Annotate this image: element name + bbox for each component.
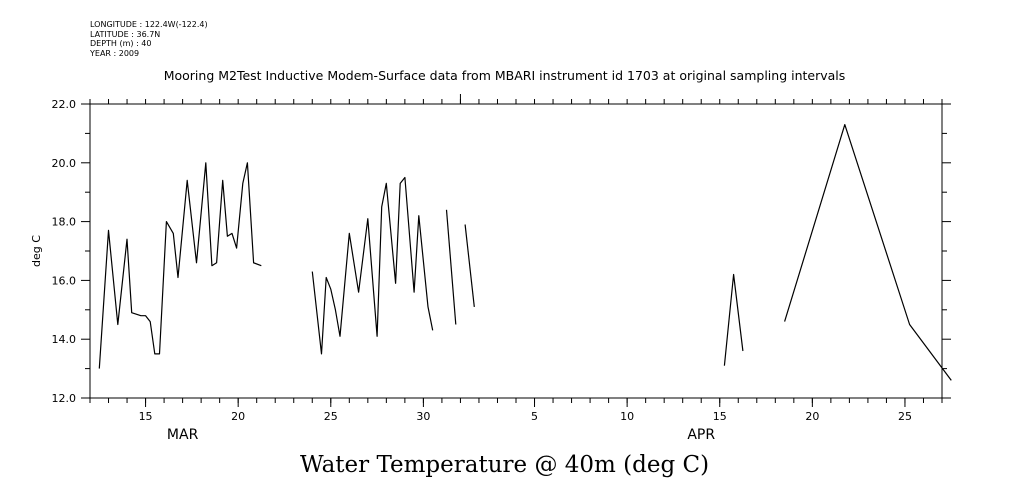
y-tick-label: 18.0	[52, 216, 77, 229]
y-tick-label: 16.0	[52, 274, 77, 287]
series-line-segment	[464, 224, 475, 307]
y-tick-label: 22.0	[52, 98, 77, 111]
x-tick-label: 30	[416, 410, 430, 423]
x-tick-label: 25	[898, 410, 912, 423]
x-month-label: MAR	[167, 427, 199, 443]
location-metadata: LONGITUDE : 122.4W(-122.4) LATITUDE : 36…	[90, 20, 208, 58]
series-line-segment	[311, 176, 434, 355]
x-tick-label: 20	[805, 410, 819, 423]
chart-series	[98, 123, 952, 381]
x-tick-label: 10	[620, 410, 634, 423]
series-line-segment	[98, 162, 262, 369]
series-line-segment	[723, 273, 744, 366]
chart-title: Mooring M2Test Inductive Modem-Surface d…	[163, 68, 846, 83]
depth-label: DEPTH (m) : 40	[90, 39, 152, 49]
series-line-segment	[445, 209, 457, 325]
series-line-segment	[784, 123, 952, 381]
latitude-label: LATITUDE : 36.7N	[90, 29, 161, 39]
chart-footer-title: Water Temperature @ 40m (deg C)	[299, 452, 710, 478]
y-axis-label: deg C	[30, 235, 43, 267]
chart-axes: 12.0 14.0 16.0 18.0 20.0 22.0 deg C 15 20 25 30 5 10…	[30, 94, 951, 443]
y-tick-label: 20.0	[52, 157, 77, 170]
year-label: YEAR : 2009	[90, 48, 140, 58]
x-month-label: APR	[687, 427, 715, 443]
y-tick-label: 12.0	[52, 392, 77, 405]
longitude-label: LONGITUDE : 122.4W(-122.4)	[90, 20, 208, 29]
x-tick-label: 5	[531, 410, 538, 423]
x-tick-label: 20	[231, 410, 245, 423]
x-tick-label: 25	[324, 410, 338, 423]
x-tick-label: 15	[713, 410, 727, 423]
y-tick-label: 14.0	[52, 333, 77, 346]
x-tick-label: 15	[139, 410, 153, 423]
